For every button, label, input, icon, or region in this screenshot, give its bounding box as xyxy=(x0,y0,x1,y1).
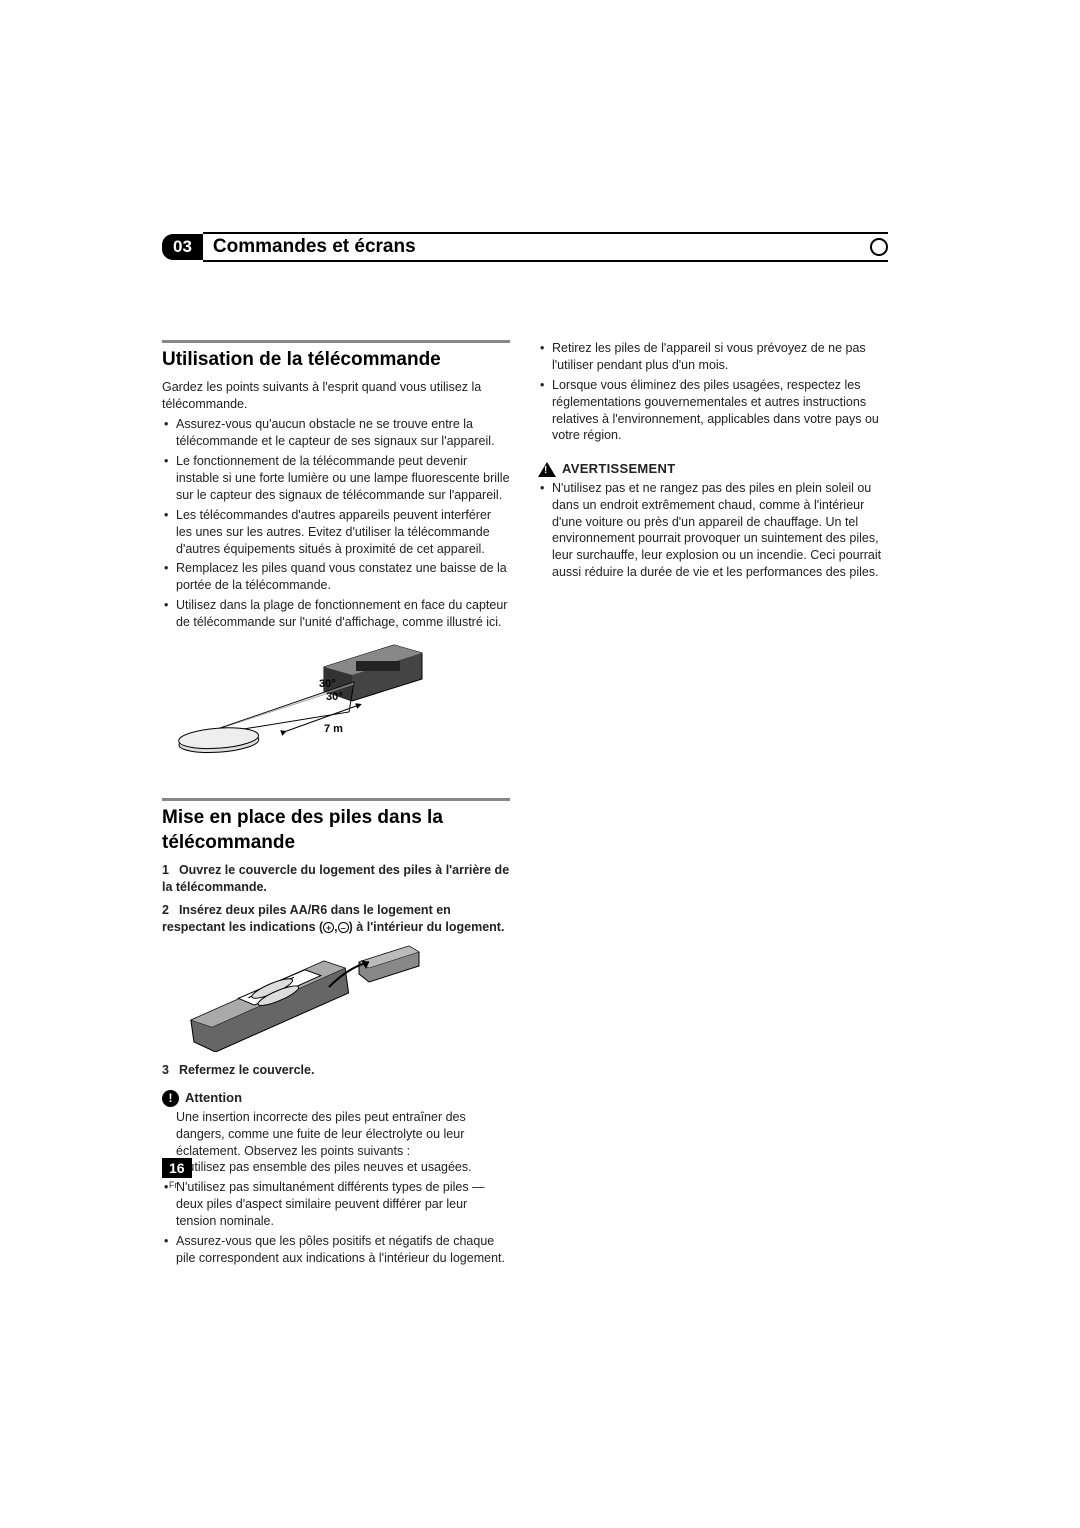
chapter-number-badge: 03 xyxy=(162,234,203,260)
plus-symbol: + xyxy=(323,922,334,933)
two-column-layout: Utilisation de la télécommande Gardez le… xyxy=(162,340,888,1270)
right-top-bullet-list: Retirez les piles de l'appareil si vous … xyxy=(538,340,886,444)
right-column: Retirez les piles de l'appareil si vous … xyxy=(538,340,886,1270)
step-text: Ouvrez le couvercle du logement des pile… xyxy=(162,863,509,894)
section-heading-batteries: Mise en place des piles dans la télécomm… xyxy=(162,798,510,856)
step-number: 1 xyxy=(162,863,169,877)
page-number-badge: 16 xyxy=(162,1158,192,1178)
list-item: Assurez-vous que les pôles positifs et n… xyxy=(176,1233,510,1267)
step-3: 3 Refermez le couvercle. xyxy=(162,1062,510,1079)
attention-icon: ! xyxy=(162,1090,179,1107)
warning-label: AVERTISSEMENT xyxy=(562,460,675,478)
attention-text: Une insertion incorrecte des piles peut … xyxy=(162,1109,510,1160)
chapter-header: 03 Commandes et écrans xyxy=(162,232,888,262)
list-item: Les télécommandes d'autres appareils peu… xyxy=(176,507,510,558)
remote-range-figure: 30° 30° 7 m xyxy=(174,637,510,772)
minus-symbol: – xyxy=(338,922,349,933)
language-code: Fr xyxy=(169,1180,178,1190)
step-text: Refermez le couvercle. xyxy=(179,1063,315,1077)
step-number: 3 xyxy=(162,1063,169,1077)
step-number: 2 xyxy=(162,903,169,917)
attention-label: Attention xyxy=(185,1089,242,1107)
list-item: Lorsque vous éliminez des piles usagées,… xyxy=(552,377,886,445)
list-item: Retirez les piles de l'appareil si vous … xyxy=(552,340,886,374)
attention-bullet-list: N'utilisez pas ensemble des piles neuves… xyxy=(162,1159,510,1266)
chapter-title: Commandes et écrans xyxy=(203,232,888,262)
warning-icon xyxy=(538,462,556,477)
list-item: Utilisez dans la plage de fonctionnement… xyxy=(176,597,510,631)
battery-insert-figure xyxy=(174,942,510,1057)
list-item: Le fonctionnement de la télécommande peu… xyxy=(176,453,510,504)
remote-use-bullet-list: Assurez-vous qu'aucun obstacle ne se tro… xyxy=(162,416,510,631)
warning-row: AVERTISSEMENT xyxy=(538,460,886,478)
list-item: Remplacez les piles quand vous constatez… xyxy=(176,560,510,594)
battery-insert-svg xyxy=(174,942,434,1052)
left-column: Utilisation de la télécommande Gardez le… xyxy=(162,340,510,1270)
distance-label: 7 m xyxy=(324,723,343,735)
section-heading-remote-use: Utilisation de la télécommande xyxy=(162,340,510,373)
list-item: N'utilisez pas simultanément différents … xyxy=(176,1179,510,1230)
step-1: 1Ouvrez le couvercle du logement des pil… xyxy=(162,862,510,896)
intro-paragraph: Gardez les points suivants à l'esprit qu… xyxy=(162,379,510,413)
step-text-b: ) à l'intérieur du logement. xyxy=(349,920,505,934)
list-item: N'utilisez pas et ne rangez pas des pile… xyxy=(552,480,886,581)
angle-label-1: 30° xyxy=(319,678,336,690)
page-content: 03 Commandes et écrans Utilisation de la… xyxy=(0,0,1080,1270)
step-2: 2Insérez deux piles AA/R6 dans le logeme… xyxy=(162,902,510,936)
warning-bullet-list: N'utilisez pas et ne rangez pas des pile… xyxy=(538,480,886,581)
list-item: N'utilisez pas ensemble des piles neuves… xyxy=(176,1159,510,1176)
angle-label-2: 30° xyxy=(326,691,343,703)
attention-row: ! Attention xyxy=(162,1089,510,1107)
list-item: Assurez-vous qu'aucun obstacle ne se tro… xyxy=(176,416,510,450)
remote-range-svg: 30° 30° 7 m xyxy=(174,637,434,767)
